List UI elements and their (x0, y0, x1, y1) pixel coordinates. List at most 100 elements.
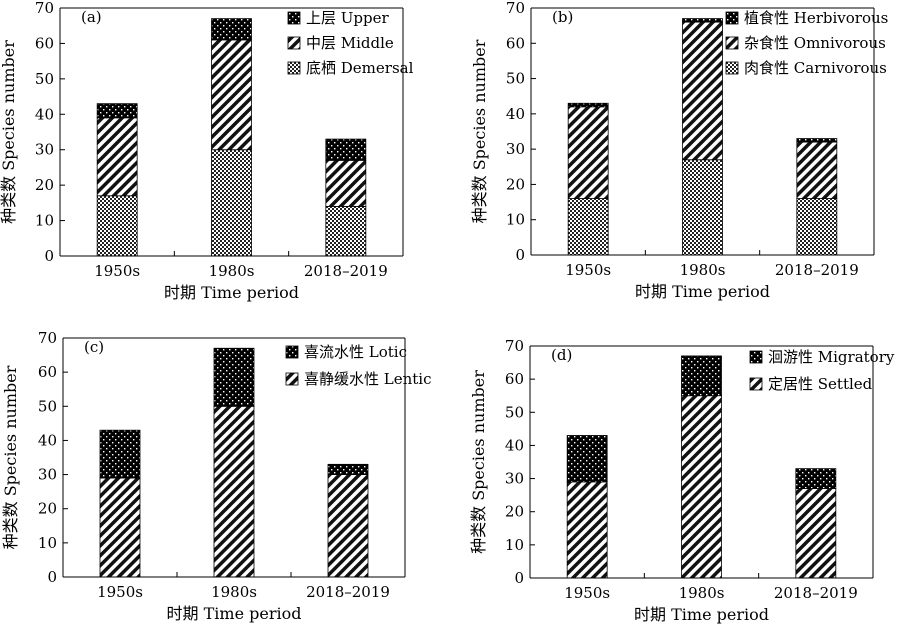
y-tick-label: 50 (38, 397, 57, 415)
bar-segment (96, 103, 138, 119)
legend-label: 洄游性 Migratory (768, 348, 895, 366)
y-tick-label: 50 (35, 70, 54, 88)
bar-segment (681, 355, 722, 397)
x-tick-label: 1980s (679, 584, 725, 602)
x-tick-label: 1950s (565, 261, 611, 279)
y-tick-label: 30 (506, 140, 525, 158)
legend: 喜流水性 Lotic 喜静缓水性 Lentic (285, 343, 432, 388)
panel-label: (d) (551, 346, 572, 364)
legend-label: 底栖 Demersal (306, 59, 414, 77)
y-tick-label: 0 (44, 247, 54, 265)
y-tick-label: 60 (505, 370, 524, 388)
legend-label: 定居性 Settled (768, 375, 873, 393)
bar-segment (795, 488, 837, 579)
legend: 植食性 Herbivorous 杂食性 Omnivorous 肉食性 Carnivo… (725, 9, 888, 77)
x-tick-label: 2018–2019 (306, 583, 390, 601)
x-tick-label: 2018–2019 (774, 584, 858, 602)
bar-segment (796, 138, 838, 143)
y-tick-label: 70 (38, 329, 57, 347)
y-tick-label: 20 (38, 500, 57, 518)
chart-panel-c: 1950s 1980s 2018–2019 0 10 20 30 40 50 60 70 (c) 时期 … (1, 329, 432, 623)
bar-segment (99, 477, 141, 578)
bar-segment (796, 141, 838, 199)
y-tick-label: 20 (35, 176, 54, 194)
x-axis-title: 时期 Time period (164, 283, 299, 302)
bar-segment (211, 18, 252, 41)
panel-label: (a) (81, 8, 102, 26)
legend-label: 上层 Upper (306, 9, 389, 27)
y-tick-label: 0 (47, 568, 57, 586)
bar-segment (211, 39, 252, 151)
bar-segment (795, 468, 837, 489)
chart-panel-a: 1950s 1980s 2018–2019 0 10 20 30 40 50 60 70 (a) 时期 … (0, 0, 414, 302)
chart-panel-d: 1950s 1980s 2018–2019 0 10 20 30 40 50 60 70 (d) 时期 … (469, 337, 895, 624)
bar-segment (211, 149, 252, 257)
x-tick-label: 1980s (209, 262, 255, 280)
legend-label: 喜静缓水性 Lentic (304, 370, 432, 388)
legend-swatch (287, 36, 301, 50)
x-axis-title: 时期 Time period (635, 282, 770, 301)
legend-swatch (725, 61, 739, 75)
y-tick-label: 50 (505, 403, 524, 421)
y-axis-title: 种类数 Species number (1, 365, 20, 549)
bar-segment (96, 117, 138, 197)
y-tick-label: 40 (35, 105, 54, 123)
legend-label: 肉食性 Carnivorous (744, 59, 887, 77)
x-axis-title: 时期 Time period (634, 605, 769, 624)
panel-label: (c) (84, 338, 104, 356)
bar-segment (213, 405, 255, 578)
legend: 洄游性 Migratory 定居性 Settled (749, 348, 895, 393)
y-tick-label: 30 (35, 141, 54, 159)
legend-label: 中层 Middle (306, 34, 394, 52)
y-tick-label: 0 (514, 569, 524, 587)
bar-segment (566, 435, 608, 483)
y-tick-label: 60 (35, 34, 54, 52)
y-tick-label: 60 (38, 363, 57, 381)
bar-segment (796, 198, 838, 256)
bar-segment (567, 198, 609, 256)
x-tick-label: 1950s (97, 583, 143, 601)
bar-segment (566, 481, 608, 579)
x-tick-label: 1980s (211, 583, 257, 601)
x-tick-label: 1950s (564, 584, 610, 602)
y-tick-label: 50 (506, 70, 525, 88)
legend-label: 杂食性 Omnivorous (744, 34, 886, 52)
x-tick-label: 2018–2019 (775, 261, 859, 279)
bar-segment (327, 463, 369, 475)
y-tick-label: 10 (38, 534, 57, 552)
y-tick-label: 70 (35, 0, 54, 17)
y-tick-label: 0 (515, 246, 525, 264)
legend-swatch (287, 11, 301, 25)
bar-segment (682, 21, 723, 161)
y-tick-label: 20 (506, 175, 525, 193)
y-tick-label: 40 (38, 431, 57, 449)
bar-segment (325, 138, 367, 161)
legend-swatch (725, 11, 739, 25)
bar-segment (325, 159, 367, 207)
legend-swatch (285, 372, 299, 386)
legend-swatch (285, 345, 299, 359)
panel-label: (b) (552, 8, 573, 26)
legend-swatch (749, 350, 763, 364)
x-tick-label: 1980s (680, 261, 726, 279)
y-tick-label: 10 (506, 211, 525, 229)
legend-label: 喜流水性 Lotic (304, 343, 407, 361)
y-tick-label: 30 (505, 470, 524, 488)
bar-segment (567, 106, 609, 199)
x-tick-label: 2018–2019 (304, 262, 388, 280)
legend-swatch (725, 36, 739, 50)
y-tick-label: 70 (506, 0, 525, 17)
bar-segment (681, 395, 722, 579)
y-axis-title: 种类数 Species number (470, 39, 489, 223)
bar-segment (567, 102, 609, 108)
y-axis-title: 种类数 Species number (0, 40, 18, 224)
y-tick-label: 40 (505, 436, 524, 454)
bar-segment (213, 347, 255, 407)
y-axis-title: 种类数 Species number (469, 370, 488, 554)
legend-swatch (287, 61, 301, 75)
chart-panel-b: 1950s 1980s 2018–2019 0 10 20 30 40 50 60 70 (b) 时期 … (470, 0, 888, 301)
y-tick-label: 10 (35, 212, 54, 230)
legend-label: 植食性 Herbivorous (744, 9, 888, 27)
bar-segment (96, 195, 138, 257)
